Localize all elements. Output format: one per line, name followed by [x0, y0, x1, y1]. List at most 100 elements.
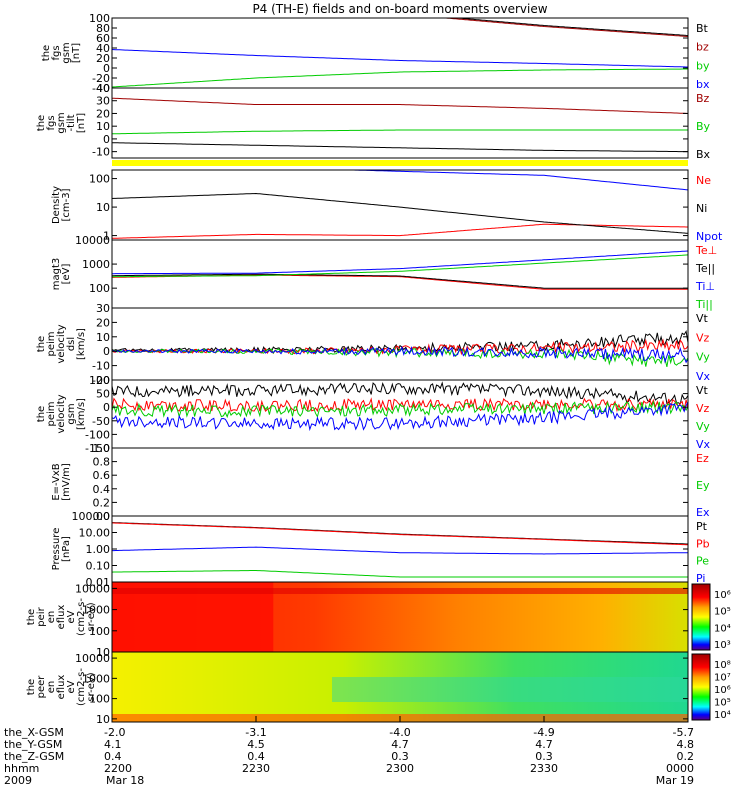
x-row-value: 2230 — [242, 762, 270, 775]
series-line-Ni — [112, 192, 688, 234]
colorbar-tick-label: 10⁷ — [714, 673, 731, 684]
legend-Pi: Pi — [696, 572, 705, 585]
y-axis-label-line: peir — [36, 606, 47, 626]
x-row-value: 0.3 — [535, 750, 553, 763]
y-tick-label: 100 — [89, 374, 110, 387]
colorbar-tick-label: 10⁴ — [714, 710, 731, 721]
y-axis-label: the peir en eflux eV (cm2-s-sr-eV) — [26, 598, 97, 636]
y-tick-label: 0 — [103, 401, 110, 414]
y-tick-label: 0.01 — [86, 576, 111, 589]
legend-Vy: Vy — [696, 420, 710, 433]
y-axis-label-line: (cm2-s- — [76, 598, 87, 636]
y-axis-label-line: [km/s] — [76, 398, 87, 430]
y-tick-label: 100.00 — [72, 510, 111, 523]
y-tick-label: 40 — [96, 82, 110, 95]
y-axis-label-line: en — [46, 611, 57, 624]
y-tick-label: 80 — [96, 22, 110, 35]
series-line-Vt — [112, 381, 688, 405]
x-row-value: 0000 — [666, 762, 694, 775]
colorbar-tick-label: 10⁸ — [714, 660, 731, 671]
x-row-value: Mar 18 — [106, 774, 144, 787]
panel-frame — [111, 307, 689, 381]
y-axis-label-line: -tilt — [66, 114, 77, 131]
y-tick-label: 0 — [103, 345, 110, 358]
y-axis-label-line: Pressure — [51, 528, 62, 571]
y-tick-label: 0.10 — [86, 560, 111, 573]
colorbar-fill — [691, 653, 711, 721]
series-line-Ti|| — [112, 254, 688, 278]
y-tick-label: 30 — [96, 302, 110, 315]
y-axis-label: Density [cm-3] — [51, 186, 72, 224]
y-tick-label: -10 — [92, 146, 110, 159]
legend-Vz: Vz — [696, 402, 710, 415]
legend-by: by — [696, 59, 710, 72]
legend-Pb: Pb — [696, 537, 710, 550]
y-axis-label: the fgs gsm -tilt [nT] — [36, 112, 87, 133]
legend-By: By — [696, 120, 711, 133]
y-tick-label: 10 — [96, 120, 110, 133]
y-axis-label: the peer en eflux eV (cm2-s-sr-eV) — [26, 668, 97, 706]
series-line-bx — [112, 49, 688, 68]
y-tick-label: 100 — [89, 12, 110, 25]
x-row-label: the_Z-GSM — [4, 750, 64, 763]
y-axis-label-line: the — [36, 336, 47, 352]
panel-temp: Te⊥ Te|| Ti⊥ Ti|| 10000 1000 100 magt3 [eV] — [51, 234, 717, 311]
y-tick-label: 20 — [96, 316, 110, 329]
y-axis-label-line: [km/s] — [76, 328, 87, 360]
y-axis-label-line: peim — [46, 401, 57, 426]
y-tick-label: 0 — [103, 133, 110, 146]
y-tick-label: 100 — [89, 625, 110, 638]
series-line-Npot — [334, 170, 688, 191]
legend-Bt: Bt — [696, 22, 709, 35]
x-row-value: 0.4 — [104, 750, 122, 763]
legend-Ne: Ne — [696, 174, 711, 187]
y-axis-label-line: fgs — [51, 45, 62, 60]
x-row-value: Mar 19 — [656, 774, 694, 787]
y-tick-label: 0.4 — [93, 483, 111, 496]
legend-Ey: Ey — [696, 479, 710, 492]
legend-bz: bz — [696, 41, 709, 54]
legend-Vt: Vt — [696, 312, 709, 325]
legend-Vz: Vz — [696, 331, 710, 344]
y-tick-label: -150 — [85, 442, 110, 455]
y-axis-label: E=-VxB [mV/m] — [51, 463, 72, 501]
panel-frame — [111, 447, 689, 517]
legend-Te⊥: Te⊥ — [695, 244, 717, 257]
x-row-label: hhmm — [4, 762, 39, 775]
y-tick-label: 50 — [96, 388, 110, 401]
y-axis-label-line: dsl — [66, 337, 77, 351]
y-tick-label: 10.00 — [79, 527, 111, 540]
legend-Ni: Ni — [696, 202, 707, 215]
y-tick-label: 30 — [96, 95, 110, 108]
y-axis-label: the fgs gsm [nT] — [41, 42, 82, 63]
y-axis-label-line: the — [41, 45, 52, 61]
x-row-label: the_Y-GSM — [4, 738, 62, 751]
y-axis-label-line: E=-VxB — [51, 463, 62, 500]
y-axis-label-line: the — [36, 115, 47, 131]
series-line-Pe — [112, 570, 688, 578]
y-axis-label-line: magt3 — [51, 258, 62, 291]
legend-Bx: Bx — [696, 148, 711, 161]
series-line-Bz — [112, 97, 688, 114]
y-tick-label: -100 — [85, 428, 110, 441]
y-tick-label: -20 — [92, 72, 110, 85]
spectrogram-band — [332, 677, 688, 702]
y-tick-label: 10000 — [75, 582, 110, 595]
legend-Npot: Npot — [696, 230, 723, 243]
legend-Pe: Pe — [696, 555, 709, 568]
series-line-Pb — [112, 522, 688, 546]
y-axis-label-line: gsm — [66, 403, 77, 424]
x-row-value: -2.0 — [104, 726, 125, 739]
x-row-value: 2300 — [386, 762, 414, 775]
spectrogram-band — [112, 588, 688, 594]
y-tick-label: 1000 — [82, 604, 110, 617]
x-row-value: 4.1 — [104, 738, 122, 751]
legend-Vx: Vx — [696, 370, 711, 383]
x-row-value: -3.1 — [245, 726, 266, 739]
x-row-value: 0.2 — [677, 750, 695, 763]
x-row-value: 0.4 — [247, 750, 265, 763]
y-axis-label-line: fgs — [46, 115, 57, 130]
